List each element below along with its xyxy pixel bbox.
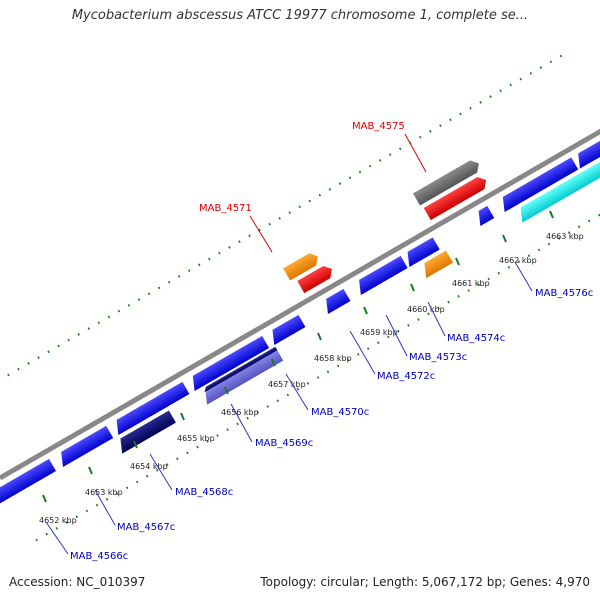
gene-arrow[interactable] [419, 250, 454, 279]
genome-summary-text: Topology: circular; Length: 5,067,172 bp… [260, 575, 590, 589]
ruler-tick [133, 440, 138, 449]
gene-label[interactable]: MAB_4566c [70, 551, 128, 562]
outer-ruler [0, 53, 565, 406]
gene-label-leader [427, 301, 446, 337]
ruler-tick [271, 358, 276, 367]
ruler-tick-label: 4658 kbp [314, 354, 352, 363]
ruler-tick-label: 4661 kbp [452, 279, 490, 288]
ruler-tick [502, 234, 507, 243]
ruler-tick-label: 4652 kbp [39, 516, 77, 525]
gene-label[interactable]: MAB_4576c [535, 288, 593, 299]
gene-label[interactable]: MAB_4572c [377, 371, 435, 382]
ruler-tick [88, 466, 93, 475]
gene-label[interactable]: MAB_4570c [311, 407, 369, 418]
backbone-line [0, 125, 600, 481]
gene-arrow[interactable] [473, 205, 495, 227]
gene-arrow[interactable] [0, 458, 57, 512]
gene-label-leader [249, 215, 273, 253]
genome-track [0, 53, 600, 542]
gene-arrow[interactable] [56, 425, 114, 468]
gene-label[interactable]: MAB_4571 [199, 203, 252, 214]
gene-arrow[interactable] [200, 348, 284, 405]
accession-text: Accession: NC_010397 [9, 575, 146, 589]
gene-label[interactable]: MAB_4567c [117, 522, 175, 533]
gene-arrow[interactable] [267, 314, 306, 346]
ruler-tick-label: 4653 kbp [85, 488, 123, 497]
gene-label-leader [149, 453, 173, 491]
gene-arrow[interactable] [515, 140, 600, 223]
gene-arrow[interactable] [321, 288, 351, 315]
ruler-tick-label: 4663 kbp [546, 232, 584, 241]
ruler-tick [317, 332, 322, 341]
ruler-tick [180, 412, 185, 421]
ruler-tick-label: 4659 kbp [360, 328, 398, 337]
ruler-tick-label: 4662 kbp [499, 256, 537, 265]
gene-arrow[interactable] [354, 255, 408, 296]
gene-label-leader [285, 373, 309, 411]
gene-label[interactable]: MAB_4568c [175, 487, 233, 498]
ruler-tick-label: 4655 kbp [177, 434, 215, 443]
gene-arrow[interactable] [188, 335, 270, 392]
ruler-tick-label: 4660 kbp [407, 305, 445, 314]
ruler-tick [363, 306, 368, 315]
ruler-ticks: 4652 kbp 4653 kbp 4654 kbp 4655 kbp 4656 kbp… [39, 210, 584, 525]
gene-label-leader [514, 261, 533, 292]
gene-arrow[interactable] [297, 263, 335, 294]
gene-arrow[interactable] [402, 237, 440, 268]
gene-arrow[interactable] [283, 250, 321, 281]
inner-ruler [35, 189, 600, 542]
gene-label-leader [404, 133, 427, 173]
gene-arrow[interactable] [111, 381, 190, 436]
ruler-tick [549, 210, 554, 219]
ruler-tick-label: 4657 kbp [268, 380, 306, 389]
gene-label-leader [230, 403, 253, 443]
gene-labels: MAB_4575 MAB_4571 MAB_4576c MAB_4574c MAB_45… [45, 121, 593, 562]
gene-label[interactable]: MAB_4574c [447, 333, 505, 344]
gene-label[interactable]: MAB_4575 [352, 121, 405, 132]
gene-arrow[interactable] [203, 346, 278, 393]
gene-label-leader [385, 314, 408, 357]
ruler-tick [42, 494, 47, 503]
gene-arrow[interactable] [423, 174, 490, 221]
ruler-tick [224, 386, 229, 395]
ruler-tick-label: 4656 kbp [221, 408, 259, 417]
gene-arrow[interactable] [498, 157, 579, 213]
gene-arrow[interactable] [573, 124, 600, 169]
gene-label[interactable]: MAB_4573c [409, 352, 467, 363]
map-title: Mycobacterium abscessus ATCC 19977 chrom… [71, 8, 529, 23]
ruler-tick [455, 257, 460, 266]
gene-label-leader [45, 521, 69, 555]
gene-label-leader [349, 330, 376, 375]
gene-label[interactable]: MAB_4569c [255, 438, 313, 449]
gene-label-leader [94, 489, 116, 526]
ruler-tick-label: 4654 kbp [130, 462, 168, 471]
ruler-tick [410, 283, 415, 292]
gene-arrow[interactable] [413, 157, 482, 206]
